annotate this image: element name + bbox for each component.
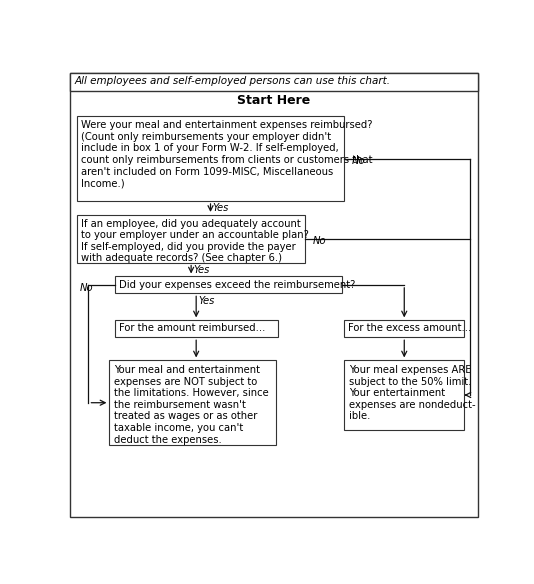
Text: No: No (313, 237, 327, 246)
Text: For the excess amount...: For the excess amount... (348, 324, 472, 333)
Bar (344, 360, 465, 430)
Text: Your meal and entertainment
expenses are NOT subject to
the limitations. However: Your meal and entertainment expenses are… (114, 365, 269, 444)
Bar (77, 215, 305, 263)
Bar (70, 73, 477, 91)
Bar (115, 276, 342, 293)
Text: If an employee, did you adequately account
to your employer under an accountable: If an employee, did you adequately accou… (81, 218, 309, 263)
Text: For the amount reimbursed...: For the amount reimbursed... (119, 324, 265, 333)
Bar (115, 321, 278, 338)
Bar (77, 116, 344, 201)
Text: Yes: Yes (193, 265, 210, 275)
Text: Were your meal and entertainment expenses reimbursed?
(Count only reimbursements: Were your meal and entertainment expense… (81, 120, 372, 188)
Text: No: No (80, 283, 93, 293)
Text: All employees and self-employed persons can use this chart.: All employees and self-employed persons … (75, 77, 390, 86)
Text: Your meal expenses ARE
subject to the 50% limit.
Your entertainment
expenses are: Your meal expenses ARE subject to the 50… (349, 365, 475, 422)
Text: Yes: Yes (199, 296, 215, 305)
Text: Did your expenses exceed the reimbursement?: Did your expenses exceed the reimburseme… (119, 280, 355, 290)
Text: Yes: Yes (213, 203, 229, 213)
Text: No: No (352, 157, 366, 166)
Bar (344, 321, 465, 338)
Bar (109, 360, 276, 445)
Text: Start Here: Start Here (237, 94, 310, 107)
